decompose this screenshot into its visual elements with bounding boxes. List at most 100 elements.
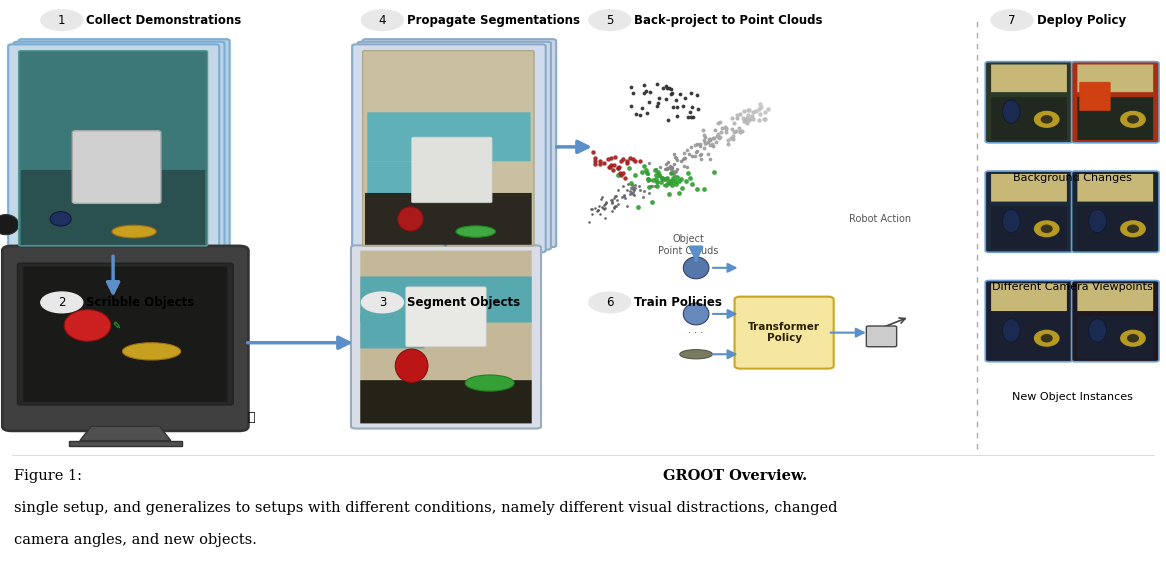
Ellipse shape [1003, 319, 1020, 342]
FancyBboxPatch shape [985, 62, 1073, 143]
Ellipse shape [683, 257, 709, 279]
Point [621, 101, 640, 110]
Point [662, 84, 681, 93]
Point [684, 113, 703, 122]
Text: Scribble Objects: Scribble Objects [86, 296, 195, 309]
Point [681, 107, 700, 116]
Text: 4: 4 [379, 14, 386, 26]
Point [586, 157, 605, 166]
Point [639, 97, 658, 106]
Circle shape [991, 10, 1033, 31]
Point [648, 177, 667, 187]
Point [635, 88, 654, 97]
Point [695, 185, 714, 194]
FancyBboxPatch shape [360, 380, 532, 423]
Text: · · ·: · · · [688, 328, 704, 338]
Point [667, 179, 686, 188]
Point [687, 185, 705, 194]
Ellipse shape [395, 349, 428, 382]
Point [647, 170, 666, 179]
Text: single setup, and generalizes to setups with different conditions, namely differ: single setup, and generalizes to setups … [14, 501, 837, 515]
FancyBboxPatch shape [363, 51, 534, 246]
Point [672, 174, 690, 183]
FancyBboxPatch shape [19, 51, 208, 246]
Ellipse shape [1003, 100, 1020, 123]
FancyBboxPatch shape [991, 65, 1067, 92]
Ellipse shape [1041, 115, 1053, 124]
Point [662, 181, 681, 190]
Text: Different Camera Viewpoints: Different Camera Viewpoints [992, 282, 1152, 292]
Point [609, 170, 627, 180]
Point [648, 182, 667, 191]
FancyBboxPatch shape [1077, 174, 1153, 202]
Point [614, 168, 633, 177]
FancyBboxPatch shape [985, 281, 1073, 362]
FancyBboxPatch shape [360, 251, 532, 423]
Point [689, 104, 708, 113]
Point [688, 91, 707, 100]
Point [633, 104, 652, 113]
FancyBboxPatch shape [357, 42, 552, 250]
Point [659, 179, 677, 188]
Point [660, 176, 679, 185]
Point [662, 169, 681, 178]
Ellipse shape [1121, 220, 1146, 237]
Ellipse shape [1128, 334, 1139, 343]
FancyBboxPatch shape [991, 97, 1067, 140]
FancyBboxPatch shape [406, 287, 486, 347]
FancyBboxPatch shape [412, 137, 492, 203]
Text: GROOT Overview.: GROOT Overview. [662, 469, 807, 483]
Point [591, 157, 610, 166]
FancyBboxPatch shape [866, 326, 897, 347]
Ellipse shape [112, 225, 156, 238]
Point [584, 147, 603, 156]
Point [624, 154, 642, 164]
Point [661, 178, 680, 187]
FancyBboxPatch shape [991, 283, 1067, 311]
Text: Propagate Segmentations: Propagate Segmentations [407, 14, 580, 26]
Point [648, 101, 667, 111]
Point [660, 83, 679, 92]
FancyBboxPatch shape [19, 39, 230, 247]
Ellipse shape [683, 303, 709, 325]
Text: ✎: ✎ [113, 320, 120, 331]
Point [621, 178, 640, 187]
Point [662, 89, 681, 98]
Text: Collect Demonstrations: Collect Demonstrations [86, 14, 241, 26]
Point [631, 156, 649, 165]
Point [621, 82, 640, 92]
Ellipse shape [465, 375, 514, 391]
FancyBboxPatch shape [360, 314, 424, 348]
FancyBboxPatch shape [1077, 283, 1153, 311]
Ellipse shape [398, 207, 423, 231]
Text: Deploy Policy: Deploy Policy [1037, 14, 1125, 26]
Point [669, 189, 688, 198]
Point [659, 115, 677, 124]
Point [638, 175, 656, 184]
FancyBboxPatch shape [1077, 97, 1153, 140]
Ellipse shape [456, 226, 496, 237]
Point [602, 160, 620, 169]
Point [598, 154, 617, 164]
FancyBboxPatch shape [21, 170, 205, 245]
Ellipse shape [1128, 115, 1139, 124]
FancyBboxPatch shape [991, 316, 1067, 359]
Point [600, 162, 619, 172]
Point [585, 153, 604, 162]
Point [638, 109, 656, 118]
Point [674, 101, 693, 111]
Point [648, 99, 667, 108]
FancyBboxPatch shape [1077, 207, 1153, 249]
Point [609, 164, 627, 173]
Point [634, 81, 653, 90]
Ellipse shape [50, 212, 71, 226]
Text: 🖱: 🖱 [247, 411, 254, 424]
Point [641, 87, 660, 96]
Point [653, 84, 672, 93]
Text: 5: 5 [606, 14, 613, 26]
Text: camera angles, and new objects.: camera angles, and new objects. [14, 533, 257, 547]
Point [667, 173, 686, 182]
Point [626, 157, 645, 166]
Ellipse shape [1034, 220, 1060, 237]
Ellipse shape [1034, 329, 1060, 347]
